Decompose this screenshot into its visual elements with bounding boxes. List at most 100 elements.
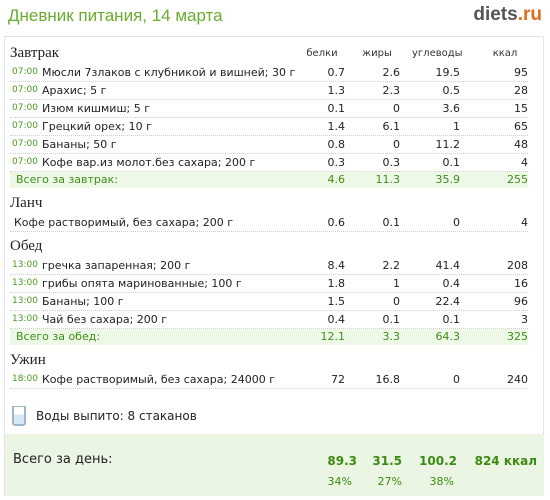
column-protein: белки — [306, 48, 338, 59]
table-row[interactable]: 07:00 Грецкий орех; 10 г 1.4 6.1 1 65 — [10, 118, 528, 136]
fat-total: 11.3 — [375, 173, 401, 186]
carbs-value: 0.4 — [442, 277, 461, 290]
table-row[interactable]: 07:00 Изюм кишмиш; 5 г 0.1 0 3.6 15 — [10, 100, 528, 118]
carbs-value: 0.5 — [442, 84, 461, 97]
table-row[interactable]: 13:00 гречка запаренная; 200 г 8.4 2.2 4… — [10, 257, 528, 275]
water-text: Воды выпито: 8 стаканов — [36, 409, 197, 423]
breakfast-total-row: Всего за завтрак: 4.6 11.3 35.9 255 — [10, 172, 528, 188]
fat-value: 16.8 — [375, 373, 401, 386]
fat-value: 6.1 — [382, 120, 401, 133]
meal-time: 07:00 — [12, 121, 38, 131]
meal-time: 18:00 — [12, 374, 38, 384]
protein-total: 4.6 — [327, 173, 346, 186]
kcal-value: 4 — [521, 216, 528, 229]
food-name: Кофе растворимый, без сахара; 200 г — [14, 216, 233, 229]
carbs-value: 1 — [453, 120, 460, 133]
table-row[interactable]: 13:00 Чай без сахара; 200 г 0.4 0.1 0.1 … — [10, 311, 528, 329]
fat-value: 0.1 — [382, 216, 401, 229]
protein-value: 0.3 — [327, 156, 346, 169]
meal-time: 13:00 — [12, 296, 38, 306]
day-protein-percent: 34% — [327, 475, 352, 488]
carbs-value: 0.1 — [442, 156, 461, 169]
fat-value: 0.1 — [382, 313, 401, 326]
kcal-value: 95 — [514, 66, 528, 79]
meal-time: 07:00 — [12, 103, 38, 113]
day-fat: 31.5 — [372, 454, 402, 468]
food-name: грибы опята маринованные; 100 г — [42, 277, 242, 290]
protein-value: 1.8 — [327, 277, 346, 290]
table-row[interactable]: Кофе растворимый, без сахара; 200 г 0.6 … — [10, 214, 528, 232]
table-row[interactable]: 13:00 Бананы; 100 г 1.5 0 22.4 96 — [10, 293, 528, 311]
section-lunch: Ланч — [10, 195, 43, 211]
food-name: Бананы; 100 г — [42, 295, 124, 308]
day-kcal: 824 ккал — [474, 454, 537, 468]
kcal-value: 208 — [507, 259, 528, 272]
food-name: Арахис; 5 г — [42, 84, 107, 97]
fat-value: 0 — [393, 102, 400, 115]
kcal-total: 325 — [507, 330, 528, 343]
column-carbs: углеводы — [412, 48, 463, 59]
kcal-value: 48 — [514, 138, 528, 151]
carbs-total: 35.9 — [435, 173, 461, 186]
day-carbs: 100.2 — [419, 454, 457, 468]
day-protein: 89.3 — [327, 454, 357, 468]
column-kcal: ккал — [492, 48, 518, 59]
logo-tld: ru — [523, 4, 542, 25]
section-breakfast: Завтрак — [10, 45, 60, 61]
carbs-value: 19.5 — [435, 66, 461, 79]
kcal-value: 16 — [514, 277, 528, 290]
carbs-value: 3.6 — [442, 102, 461, 115]
meal-time: 07:00 — [12, 157, 38, 167]
protein-value: 0.8 — [327, 138, 346, 151]
protein-value: 1.3 — [327, 84, 346, 97]
table-row[interactable]: 07:00 Арахис; 5 г 1.3 2.3 0.5 28 — [10, 82, 528, 100]
kcal-value: 65 — [514, 120, 528, 133]
water-glass-icon — [12, 406, 26, 426]
protein-value: 1.4 — [327, 120, 346, 133]
total-label: Всего за завтрак: — [16, 173, 119, 186]
carbs-value: 41.4 — [435, 259, 461, 272]
protein-total: 12.1 — [320, 330, 346, 343]
column-fat: жиры — [362, 48, 392, 59]
carbs-value: 0.1 — [442, 313, 461, 326]
section-dinner: Обед — [10, 238, 43, 254]
protein-value: 72 — [331, 373, 345, 386]
dinner-total-row: Всего за обед: 12.1 3.3 64.3 325 — [10, 329, 528, 345]
carbs-value: 11.2 — [435, 138, 461, 151]
total-label: Всего за обед: — [16, 330, 101, 343]
fat-total: 3.3 — [382, 330, 401, 343]
fat-value: 0.3 — [382, 156, 401, 169]
food-name: гречка запаренная; 200 г — [42, 259, 191, 272]
meal-time: 13:00 — [12, 278, 38, 288]
meal-time: 07:00 — [12, 85, 38, 95]
food-name: Грецкий орех; 10 г — [42, 120, 152, 133]
table-row[interactable]: 07:00 Мюсли 7злаков с клубникой и вишней… — [10, 64, 528, 82]
site-logo[interactable]: diets.ru — [473, 4, 542, 26]
section-supper: Ужин — [10, 352, 46, 368]
kcal-value: 15 — [514, 102, 528, 115]
meal-time: 07:00 — [12, 67, 38, 77]
day-total: Всего за день: 89.3 31.5 100.2 824 ккал … — [5, 434, 544, 496]
fat-value: 2.3 — [382, 84, 401, 97]
meal-time: 13:00 — [12, 260, 38, 270]
protein-value: 8.4 — [327, 259, 346, 272]
protein-value: 1.5 — [327, 295, 346, 308]
table-row[interactable]: 18:00 Кофе растворимый, без сахара; 2400… — [10, 371, 528, 389]
protein-value: 0.6 — [327, 216, 346, 229]
fat-value: 2.2 — [382, 259, 401, 272]
protein-value: 0.4 — [327, 313, 346, 326]
table-row[interactable]: 13:00 грибы опята маринованные; 100 г 1.… — [10, 275, 528, 293]
table-row[interactable]: 07:00 Кофе вар.из молот.без сахара; 200 … — [10, 154, 528, 172]
kcal-value: 4 — [521, 156, 528, 169]
day-carbs-percent: 38% — [429, 475, 454, 488]
header: Дневник питания, 14 марта diets.ru — [0, 0, 550, 32]
kcal-value: 28 — [514, 84, 528, 97]
protein-value: 0.7 — [327, 66, 346, 79]
carbs-value: 22.4 — [435, 295, 461, 308]
fat-value: 1 — [393, 277, 400, 290]
table-row[interactable]: 07:00 Бананы; 50 г 0.8 0 11.2 48 — [10, 136, 528, 154]
logo-name: diets — [473, 4, 518, 25]
carbs-value: 0 — [453, 216, 460, 229]
logo-dot: . — [517, 4, 523, 25]
carbs-total: 64.3 — [435, 330, 461, 343]
